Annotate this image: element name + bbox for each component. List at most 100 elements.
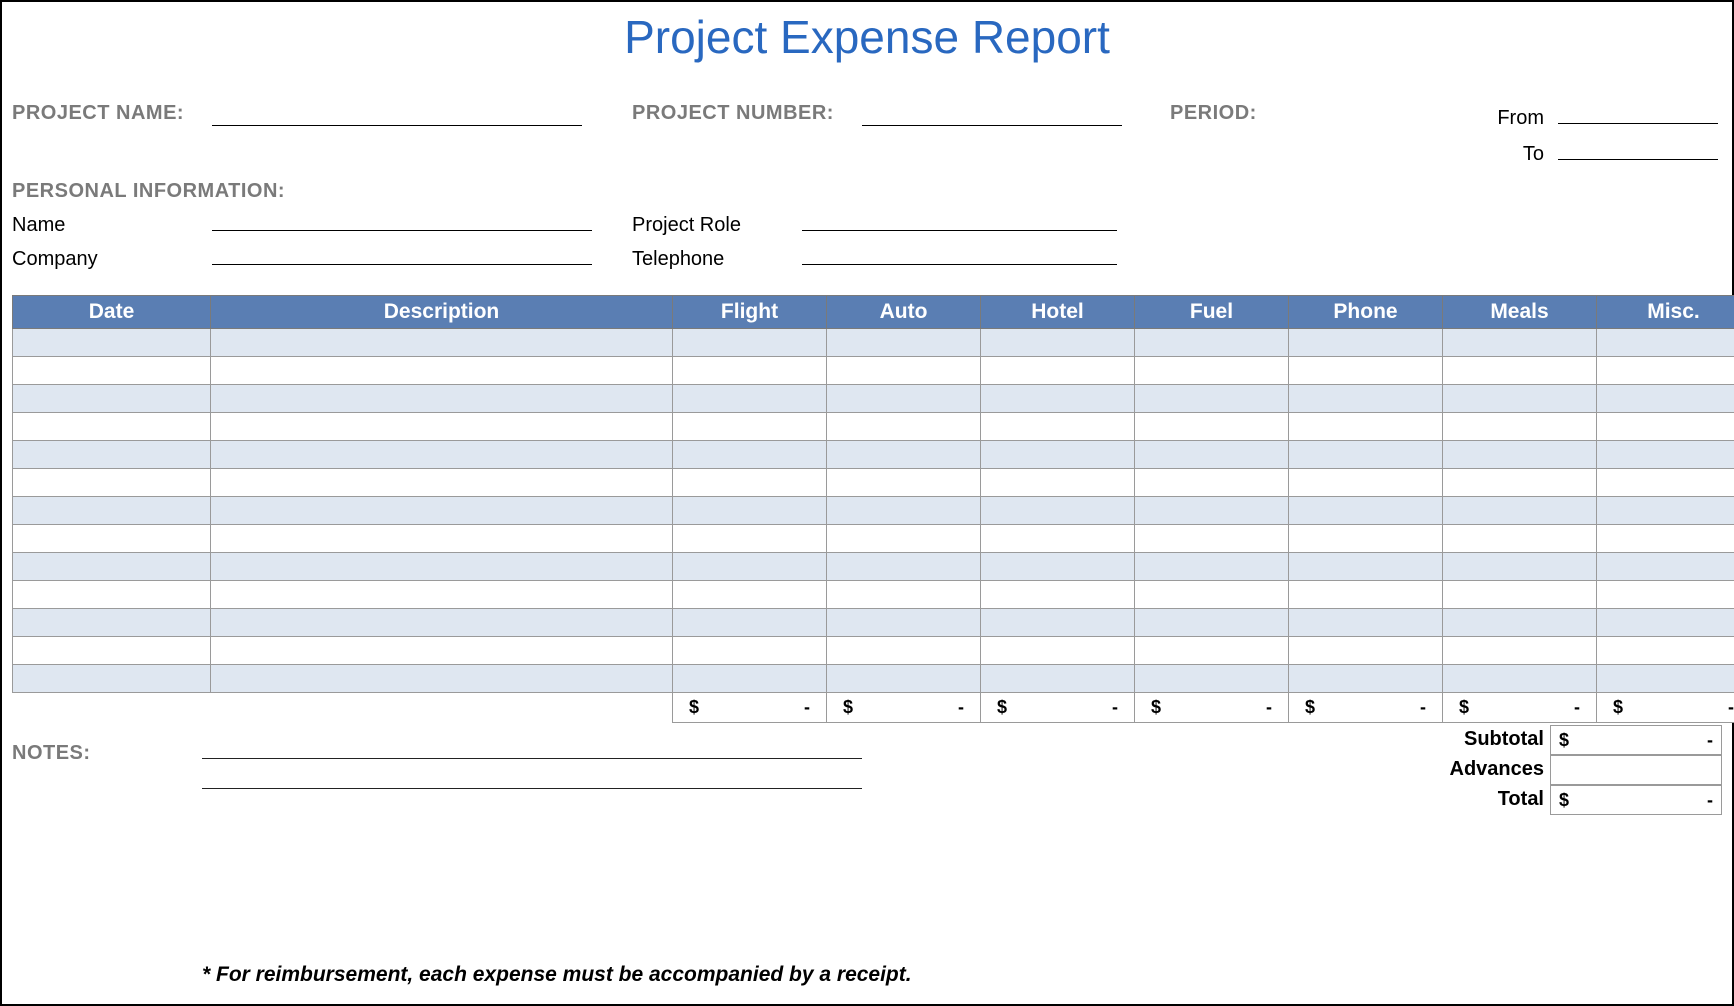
table-cell[interactable] [981,413,1135,441]
table-cell[interactable] [1443,665,1597,693]
table-cell[interactable] [1289,525,1443,553]
table-cell[interactable] [1135,609,1289,637]
table-cell[interactable] [981,581,1135,609]
table-cell[interactable] [827,357,981,385]
table-cell[interactable] [673,525,827,553]
table-cell[interactable] [1289,329,1443,357]
table-cell[interactable] [211,665,673,693]
table-cell[interactable] [211,357,673,385]
table-cell[interactable] [211,525,673,553]
table-cell[interactable] [1443,329,1597,357]
table-cell[interactable] [673,357,827,385]
table-cell[interactable] [981,329,1135,357]
table-cell[interactable] [981,609,1135,637]
table-cell[interactable] [981,525,1135,553]
table-cell[interactable] [13,525,211,553]
table-cell[interactable] [1597,525,1734,553]
table-cell[interactable] [13,413,211,441]
table-cell[interactable] [981,553,1135,581]
period-from-field[interactable] [1558,102,1718,124]
telephone-field[interactable] [802,243,1117,265]
table-cell[interactable] [13,609,211,637]
table-cell[interactable] [1443,609,1597,637]
table-cell[interactable] [1289,357,1443,385]
table-cell[interactable] [827,525,981,553]
table-cell[interactable] [1597,637,1734,665]
table-cell[interactable] [13,553,211,581]
table-cell[interactable] [211,637,673,665]
table-cell[interactable] [13,497,211,525]
table-cell[interactable] [1597,441,1734,469]
table-cell[interactable] [13,581,211,609]
table-cell[interactable] [827,385,981,413]
table-cell[interactable] [1443,469,1597,497]
table-cell[interactable] [13,469,211,497]
table-cell[interactable] [981,357,1135,385]
table-cell[interactable] [981,441,1135,469]
table-cell[interactable] [827,441,981,469]
table-cell[interactable] [211,329,673,357]
table-cell[interactable] [13,329,211,357]
table-cell[interactable] [1443,553,1597,581]
table-cell[interactable] [1289,637,1443,665]
table-cell[interactable] [1597,469,1734,497]
table-cell[interactable] [673,609,827,637]
table-cell[interactable] [211,413,673,441]
company-field[interactable] [212,243,592,265]
table-cell[interactable] [211,609,673,637]
table-cell[interactable] [673,637,827,665]
table-cell[interactable] [1597,329,1734,357]
table-cell[interactable] [1443,357,1597,385]
table-cell[interactable] [673,413,827,441]
table-cell[interactable] [1443,581,1597,609]
table-cell[interactable] [1597,385,1734,413]
name-field[interactable] [212,209,592,231]
table-cell[interactable] [827,553,981,581]
table-cell[interactable] [827,469,981,497]
table-cell[interactable] [1289,385,1443,413]
table-cell[interactable] [13,665,211,693]
table-cell[interactable] [1443,441,1597,469]
table-cell[interactable] [211,441,673,469]
table-cell[interactable] [673,665,827,693]
project-name-field[interactable] [212,102,582,126]
table-cell[interactable] [1597,357,1734,385]
table-cell[interactable] [827,665,981,693]
table-cell[interactable] [981,469,1135,497]
table-cell[interactable] [827,413,981,441]
table-cell[interactable] [1443,385,1597,413]
table-cell[interactable] [211,385,673,413]
table-cell[interactable] [1597,553,1734,581]
table-cell[interactable] [211,553,673,581]
table-cell[interactable] [1289,581,1443,609]
advances-value-cell[interactable] [1550,755,1722,785]
table-cell[interactable] [673,553,827,581]
table-cell[interactable] [827,637,981,665]
table-cell[interactable] [1443,497,1597,525]
table-cell[interactable] [1289,665,1443,693]
table-cell[interactable] [1289,469,1443,497]
table-cell[interactable] [1597,665,1734,693]
table-cell[interactable] [1289,553,1443,581]
table-cell[interactable] [1135,413,1289,441]
table-cell[interactable] [981,497,1135,525]
table-cell[interactable] [1135,553,1289,581]
table-cell[interactable] [1289,441,1443,469]
table-cell[interactable] [827,609,981,637]
notes-line-2[interactable] [202,759,862,789]
table-cell[interactable] [1135,329,1289,357]
table-cell[interactable] [211,469,673,497]
table-cell[interactable] [1597,609,1734,637]
table-cell[interactable] [1443,413,1597,441]
table-cell[interactable] [1135,385,1289,413]
table-cell[interactable] [827,329,981,357]
table-cell[interactable] [827,581,981,609]
table-cell[interactable] [673,441,827,469]
table-cell[interactable] [1135,497,1289,525]
table-cell[interactable] [673,469,827,497]
table-cell[interactable] [981,385,1135,413]
table-cell[interactable] [1135,357,1289,385]
table-cell[interactable] [1597,497,1734,525]
table-cell[interactable] [1135,665,1289,693]
table-cell[interactable] [13,357,211,385]
